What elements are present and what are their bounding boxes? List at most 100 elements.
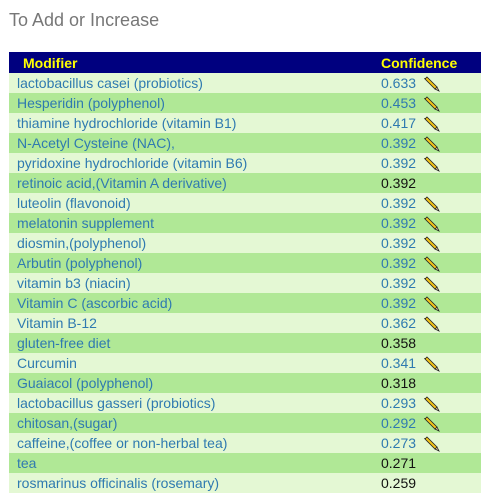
modifier-name[interactable]: Vitamin C (ascorbic acid) xyxy=(9,293,381,313)
confidence-cell: 0.341 xyxy=(381,353,481,373)
edit-icon[interactable] xyxy=(424,416,440,433)
table-row: Vitamin C (ascorbic acid) 0.392 xyxy=(9,293,481,313)
confidence-cell: 0.259 xyxy=(381,473,481,493)
table-row: vitamin b3 (niacin) 0.392 xyxy=(9,273,481,293)
table-row: caffeine,(coffee or non-herbal tea) 0.273 xyxy=(9,433,481,453)
modifier-name[interactable]: luteolin (flavonoid) xyxy=(9,193,381,213)
confidence-cell: 0.358 xyxy=(381,333,481,353)
edit-icon[interactable] xyxy=(424,156,440,173)
confidence-value: 0.392 xyxy=(381,255,417,271)
confidence-value: 0.358 xyxy=(381,335,417,351)
edit-icon[interactable] xyxy=(424,136,440,153)
confidence-value: 0.417 xyxy=(381,115,417,131)
page: To Add or Increase Modifier Confidence l… xyxy=(9,10,481,493)
edit-icon[interactable] xyxy=(424,276,440,293)
table-row: Curcumin 0.341 xyxy=(9,353,481,373)
confidence-value: 0.633 xyxy=(381,75,417,91)
confidence-value: 0.293 xyxy=(381,395,417,411)
table-row: chitosan,(sugar) 0.292 xyxy=(9,413,481,433)
modifier-name[interactable]: Curcumin xyxy=(9,353,381,373)
confidence-value: 0.292 xyxy=(381,415,417,431)
edit-icon[interactable] xyxy=(424,356,440,373)
edit-icon[interactable] xyxy=(424,96,440,113)
modifier-name[interactable]: diosmin,(polyphenol) xyxy=(9,233,381,253)
confidence-value: 0.392 xyxy=(381,175,417,191)
modifier-name[interactable]: melatonin supplement xyxy=(9,213,381,233)
table-row: N-Acetyl Cysteine (NAC), 0.392 xyxy=(9,133,481,153)
confidence-cell: 0.271 xyxy=(381,453,481,473)
section-title: To Add or Increase xyxy=(9,10,160,30)
confidence-value: 0.362 xyxy=(381,315,417,331)
confidence-cell: 0.633 xyxy=(381,73,481,93)
table-row: luteolin (flavonoid) 0.392 xyxy=(9,193,481,213)
confidence-cell: 0.392 xyxy=(381,233,481,253)
table-row: gluten-free diet 0.358 xyxy=(9,333,481,353)
edit-icon[interactable] xyxy=(424,76,440,93)
modifier-name[interactable]: Guaiacol (polyphenol) xyxy=(9,373,381,393)
confidence-cell: 0.392 xyxy=(381,253,481,273)
modifier-name[interactable]: lactobacillus casei (probiotics) xyxy=(9,73,381,93)
confidence-cell: 0.417 xyxy=(381,113,481,133)
table-row: Hesperidin (polyphenol) 0.453 xyxy=(9,93,481,113)
modifier-name[interactable]: caffeine,(coffee or non-herbal tea) xyxy=(9,433,381,453)
table-row: lactobacillus gasseri (probiotics) 0.293 xyxy=(9,393,481,413)
confidence-value: 0.392 xyxy=(381,215,417,231)
table-row: thiamine hydrochloride (vitamin B1) 0.417 xyxy=(9,113,481,133)
column-header: Confidence xyxy=(381,52,481,73)
confidence-cell: 0.392 xyxy=(381,193,481,213)
modifier-name[interactable]: Vitamin B-12 xyxy=(9,313,381,333)
table-row: rosmarinus officinalis (rosemary) 0.259 xyxy=(9,473,481,493)
edit-icon[interactable] xyxy=(424,196,440,213)
modifier-name[interactable]: rosmarinus officinalis (rosemary) xyxy=(9,473,381,493)
modifier-name[interactable]: chitosan,(sugar) xyxy=(9,413,381,433)
header-row: Modifier Confidence xyxy=(9,52,481,73)
edit-icon[interactable] xyxy=(424,296,440,313)
table-row: lactobacillus casei (probiotics) 0.633 xyxy=(9,73,481,93)
modifier-name[interactable]: retinoic acid,(Vitamin A derivative) xyxy=(9,173,381,193)
confidence-cell: 0.392 xyxy=(381,133,481,153)
table-row: tea 0.271 xyxy=(9,453,481,473)
table-row: Arbutin (polyphenol) 0.392 xyxy=(9,253,481,273)
edit-icon[interactable] xyxy=(424,396,440,413)
confidence-value: 0.392 xyxy=(381,135,417,151)
confidence-value: 0.271 xyxy=(381,455,417,471)
edit-icon[interactable] xyxy=(424,116,440,133)
modifier-name[interactable]: vitamin b3 (niacin) xyxy=(9,273,381,293)
confidence-value: 0.273 xyxy=(381,435,417,451)
modifier-name[interactable]: tea xyxy=(9,453,381,473)
modifier-name[interactable]: gluten-free diet xyxy=(9,333,381,353)
table-row: Vitamin B-12 0.362 xyxy=(9,313,481,333)
confidence-value: 0.318 xyxy=(381,375,417,391)
confidence-cell: 0.392 xyxy=(381,213,481,233)
edit-icon[interactable] xyxy=(424,436,440,453)
modifier-name[interactable]: lactobacillus gasseri (probiotics) xyxy=(9,393,381,413)
modifier-name[interactable]: thiamine hydrochloride (vitamin B1) xyxy=(9,113,381,133)
confidence-cell: 0.293 xyxy=(381,393,481,413)
confidence-cell: 0.362 xyxy=(381,313,481,333)
edit-icon[interactable] xyxy=(424,236,440,253)
confidence-cell: 0.292 xyxy=(381,413,481,433)
confidence-cell: 0.453 xyxy=(381,93,481,113)
confidence-cell: 0.392 xyxy=(381,273,481,293)
table-row: melatonin supplement 0.392 xyxy=(9,213,481,233)
confidence-value: 0.259 xyxy=(381,475,417,491)
confidence-cell: 0.273 xyxy=(381,433,481,453)
confidence-value: 0.392 xyxy=(381,195,417,211)
modifier-name[interactable]: pyridoxine hydrochloride (vitamin B6) xyxy=(9,153,381,173)
table-row: Guaiacol (polyphenol) 0.318 xyxy=(9,373,481,393)
confidence-cell: 0.392 xyxy=(381,153,481,173)
modifier-table: Modifier Confidence lactobacillus casei … xyxy=(9,52,481,493)
edit-icon[interactable] xyxy=(424,216,440,233)
modifier-name[interactable]: Hesperidin (polyphenol) xyxy=(9,93,381,113)
table-row: retinoic acid,(Vitamin A derivative) 0.39… xyxy=(9,173,481,193)
modifier-name[interactable]: Arbutin (polyphenol) xyxy=(9,253,381,273)
modifier-name[interactable]: N-Acetyl Cysteine (NAC), xyxy=(9,133,381,153)
confidence-cell: 0.318 xyxy=(381,373,481,393)
confidence-value: 0.392 xyxy=(381,275,417,291)
confidence-cell: 0.392 xyxy=(381,293,481,313)
edit-icon[interactable] xyxy=(424,316,440,333)
table-row: diosmin,(polyphenol) 0.392 xyxy=(9,233,481,253)
confidence-value: 0.341 xyxy=(381,355,417,371)
edit-icon[interactable] xyxy=(424,256,440,273)
table-row: pyridoxine hydrochloride (vitamin B6) 0.3… xyxy=(9,153,481,173)
